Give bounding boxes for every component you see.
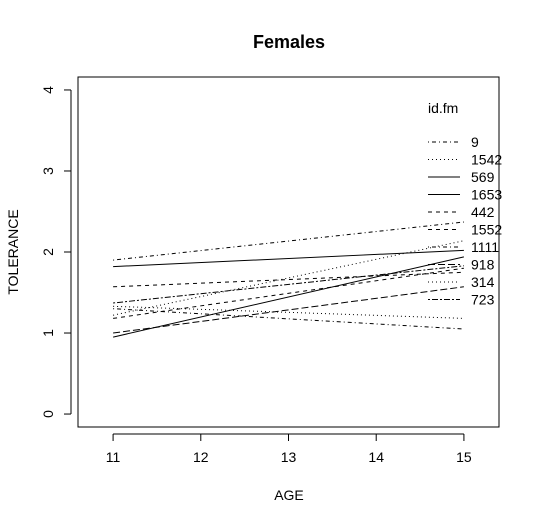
legend-label-1653: 1653 [471, 187, 502, 203]
y-tick-label: 3 [40, 167, 56, 175]
y-tick-label: 1 [40, 329, 56, 337]
series-line-9 [113, 221, 464, 261]
legend-label-314: 314 [471, 274, 495, 290]
series-line-1552 [113, 271, 464, 288]
series-line-723 [113, 265, 464, 304]
legend-label-1552: 1552 [471, 222, 502, 238]
y-axis-label: TOLERANCE [5, 209, 21, 294]
series-line-314 [113, 305, 464, 319]
series-line-918 [113, 286, 464, 334]
chart-title: Females [253, 32, 325, 52]
series-line-569 [113, 249, 464, 268]
x-tick-label: 15 [456, 449, 472, 465]
y-tick-label: 0 [40, 410, 56, 418]
x-tick-label: 13 [281, 449, 297, 465]
x-tick-label: 11 [106, 449, 121, 465]
series-line-1653 [112, 256, 465, 338]
legend-label-569: 569 [471, 169, 495, 185]
series-line-1542 [112, 240, 465, 316]
series-lines [112, 221, 465, 338]
x-tick-label: 14 [368, 449, 384, 465]
legend-label-918: 918 [471, 257, 495, 273]
legend-label-9: 9 [471, 134, 479, 150]
x-axis: 11 12 13 14 15 [106, 433, 472, 465]
legend-label-1111: 1111 [471, 239, 499, 255]
y-tick-label: 4 [40, 86, 56, 94]
x-axis-label: AGE [274, 487, 304, 503]
plot-frame [77, 76, 500, 428]
series-line-1111 [113, 308, 464, 330]
y-tick-label: 2 [40, 248, 56, 256]
x-tick-label: 12 [193, 449, 209, 465]
legend-title: id.fm [428, 100, 458, 116]
legend-label-723: 723 [471, 292, 495, 308]
legend-label-1542: 1542 [471, 152, 502, 168]
y-axis: 0 1 2 3 4 [40, 86, 72, 418]
legend-label-442: 442 [471, 204, 495, 220]
series-line-442 [113, 267, 464, 319]
